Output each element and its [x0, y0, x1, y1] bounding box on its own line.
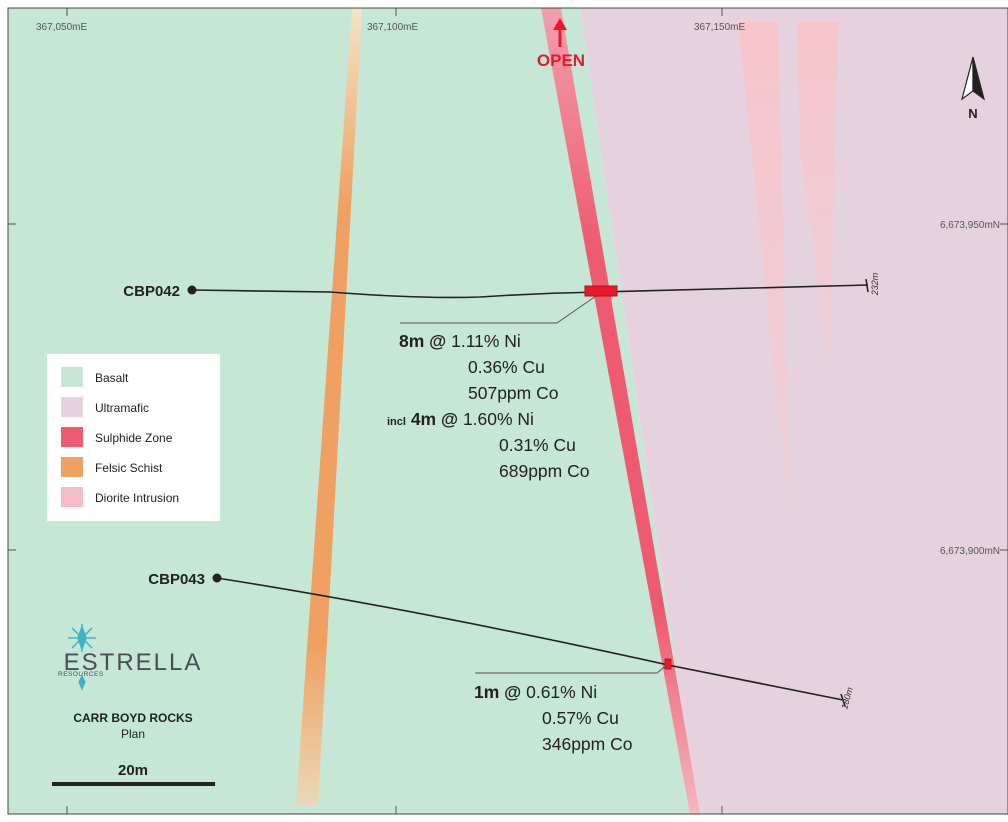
easting-label: 367,150mE: [694, 22, 745, 33]
easting-label: 367,050mE: [36, 22, 87, 33]
diorite-intrusion-unit: [797, 22, 838, 370]
logo-subtext: RESOURCES: [58, 671, 104, 678]
svg-text:1m @ 0.61% Ni: 1m @ 0.61% Ni: [474, 682, 597, 702]
intercept-width: 8m @: [399, 331, 446, 351]
scale-label: 20m: [118, 762, 148, 779]
grade-value: 0.36% Cu: [468, 357, 545, 377]
legend-label: Ultramafic: [95, 401, 149, 415]
intersection-cbp043: 1m @ 0.61% Ni 0.57% Cu 346ppm Co: [474, 682, 632, 754]
svg-text:incl 4m @ 1.60% Ni: incl 4m @ 1.60% Ni: [387, 409, 534, 429]
grade-value: 0.31% Cu: [499, 435, 576, 455]
scale-bar: 20m: [52, 762, 215, 786]
collar-label-cbp042: CBP042: [123, 283, 180, 300]
logo-wordmark: ESTRELLA: [64, 649, 203, 676]
diorite-intrusion-unit: [738, 22, 790, 520]
project-title: CARR BOYD ROCKS: [73, 711, 192, 725]
intersection-leader-line: [475, 663, 669, 674]
open-arrow-icon: [553, 18, 567, 47]
intercept-width: 1m @: [474, 682, 521, 702]
grade-value: 1.60% Ni: [463, 409, 534, 429]
intersection-leader-line: [400, 295, 597, 324]
intercept-width: 4m @: [411, 409, 458, 429]
legend-item-diorite-intrusion: Diorite Intrusion: [61, 487, 179, 507]
legend-label: Felsic Schist: [95, 461, 163, 475]
map-frame: [7, 7, 1008, 815]
legend-label: Diorite Intrusion: [95, 491, 179, 505]
northing-label: 6,673,950mN: [940, 220, 1000, 231]
intersection-cbp042: 8m @ 1.11% Ni 0.36% Cu 507ppm Co incl 4m…: [387, 331, 589, 481]
collar-label-cbp043: CBP043: [148, 571, 205, 588]
star-icon: [68, 624, 96, 652]
estrella-logo: ESTRELLA RESOURCES: [58, 624, 203, 691]
grade-value: 689ppm Co: [499, 461, 589, 481]
legend: Basalt Ultramafic Sulphide Zone Felsic S…: [47, 354, 220, 521]
sulphide-zone-unit: [541, 8, 700, 814]
star-icon: [78, 674, 86, 691]
legend-item-sulphide-zone: Sulphide Zone: [61, 427, 173, 447]
drill-trace-cbp042: [187, 278, 869, 299]
coordinate-grid: [8, 8, 1008, 814]
legend-item-ultramafic: Ultramafic: [61, 397, 149, 417]
north-arrow-icon: [960, 56, 986, 101]
end-of-hole-depth: 232m: [870, 272, 880, 296]
grade-value: 507ppm Co: [468, 383, 558, 403]
grade-value: 346ppm Co: [542, 734, 632, 754]
legend-item-basalt: Basalt: [61, 367, 129, 387]
open-label: OPEN: [537, 51, 585, 70]
north-label: N: [968, 106, 977, 121]
grade-value: 1.11% Ni: [451, 331, 521, 351]
easting-label: 367,100mE: [367, 22, 418, 33]
ultramafic-unit: [580, 8, 1008, 814]
basalt-unit: [8, 8, 697, 814]
northing-label: 6,673,900mN: [940, 546, 1000, 557]
including-prefix: incl: [387, 416, 406, 428]
svg-text:8m @ 1.11% Ni: 8m @ 1.11% Ni: [399, 331, 521, 351]
legend-label: Basalt: [95, 371, 129, 385]
grade-value: 0.57% Cu: [542, 708, 619, 728]
legend-label: Sulphide Zone: [95, 431, 173, 445]
grade-value: 0.61% Ni: [526, 682, 597, 702]
legend-item-felsic-schist: Felsic Schist: [61, 457, 163, 477]
project-subtitle: Plan: [121, 727, 145, 741]
felsic-schist-unit: [296, 8, 362, 805]
